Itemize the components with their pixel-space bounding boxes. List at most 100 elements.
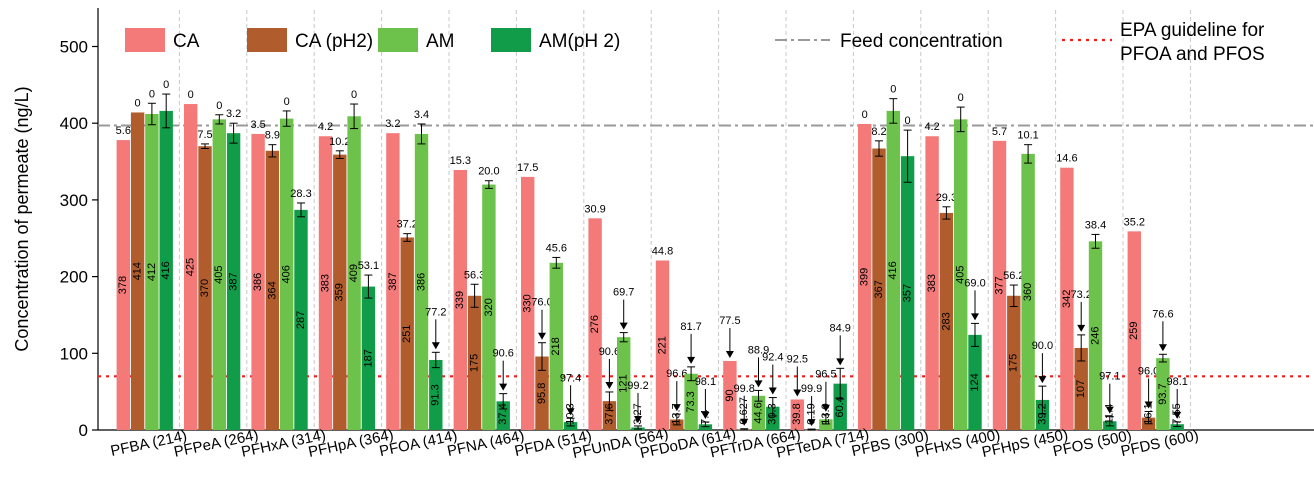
bar [226, 133, 241, 430]
annotation-arrow-head [836, 358, 845, 366]
annotation-arrow-head [1105, 406, 1114, 414]
bar [968, 334, 982, 430]
rejection-annotation: 20.0 [478, 166, 499, 178]
rejection-annotation: 92.4 [762, 352, 783, 364]
bar [723, 360, 737, 430]
bar [751, 395, 766, 430]
bar [602, 401, 617, 430]
annotation-arrow-head [701, 412, 710, 420]
bar [318, 136, 333, 430]
rejection-annotation: 44.8 [652, 245, 673, 257]
legend-swatch [125, 28, 165, 52]
rejection-annotation: 3.2 [385, 118, 400, 130]
bar [333, 154, 347, 430]
bar-value-label: 370 [199, 279, 211, 297]
rejection-annotation: 4.2 [318, 121, 333, 133]
bar [698, 424, 713, 430]
bar [453, 169, 467, 430]
bar [251, 133, 265, 431]
legend-label: CA [173, 31, 200, 52]
bar-value-label: 60.4 [834, 396, 846, 417]
bar-value-label: 175 [469, 354, 481, 372]
bar [992, 140, 1007, 430]
bar [429, 359, 443, 430]
rejection-annotation: 97.4 [560, 372, 581, 384]
annotation-arrow-head [1158, 344, 1167, 352]
rejection-annotation: 0 [149, 88, 155, 100]
rejection-annotation: 77.5 [719, 315, 740, 327]
category-label: PFDS (600) [1119, 427, 1200, 460]
rejection-annotation: 56.3 [464, 269, 485, 281]
bar-value-label: 37.6 [603, 403, 615, 424]
bar-value-label: 283 [940, 312, 952, 330]
bar [1127, 231, 1141, 430]
bar-value-label: 416 [160, 261, 172, 279]
rejection-annotation: 92.5 [787, 353, 808, 365]
bar [790, 399, 804, 430]
bar [766, 406, 780, 430]
y-tick-label: 0 [79, 421, 88, 440]
annotation-arrow-head [793, 389, 802, 397]
rejection-annotation: 0 [890, 84, 896, 96]
bar [1007, 295, 1021, 430]
rejection-annotation: 10.2 [329, 136, 350, 148]
rejection-annotation: 98.1 [695, 376, 716, 388]
annotation-arrow-head [768, 387, 777, 395]
annotation-arrow-head [1173, 411, 1182, 419]
bar [858, 123, 872, 430]
bar-value-label: 93.7 [1157, 383, 1169, 404]
annotation-arrow-head [672, 404, 681, 412]
rejection-annotation: 56.2 [1003, 270, 1024, 282]
bar [116, 140, 130, 430]
bar [1074, 347, 1088, 430]
bar-value-label: 73.3 [685, 391, 697, 412]
bar-value-label: 405 [213, 266, 225, 284]
bar [386, 133, 400, 430]
bar-value-label: 425 [185, 258, 197, 276]
annotation-arrow-head [1038, 376, 1047, 384]
rejection-annotation: 0 [188, 89, 194, 101]
bar-value-label: 383 [926, 274, 938, 292]
bar-value-label: 221 [656, 336, 668, 354]
annotation-arrow-head [754, 380, 763, 388]
bar [347, 116, 361, 430]
bar [886, 110, 900, 430]
bar-value-label: 107 [1075, 380, 1087, 398]
legend-swatch [491, 28, 531, 52]
bar-value-label: 16.1 [1143, 403, 1155, 424]
annotation-arrow-head [687, 356, 696, 364]
bar-value-label: 30.3 [767, 403, 779, 424]
rejection-annotation: 84.9 [829, 322, 850, 334]
annotation-arrow-head [1144, 401, 1153, 409]
bar-value-label: 39.2 [1036, 403, 1048, 424]
rejection-annotation: 0 [163, 79, 169, 91]
bar [265, 150, 280, 430]
rejection-annotation: 0 [135, 97, 141, 109]
bar [294, 209, 308, 430]
bar [1170, 424, 1184, 430]
bar [467, 295, 482, 430]
annotation-arrow-head [1077, 324, 1086, 332]
bar [617, 337, 631, 430]
legend-swatch [378, 28, 418, 52]
bar-value-label: 246 [1089, 326, 1101, 344]
y-tick-label: 100 [60, 344, 88, 363]
bar-value-label: 95.8 [536, 383, 548, 404]
rejection-annotation: 3.5 [250, 119, 265, 131]
rejection-annotation: 96.5 [815, 369, 836, 381]
annotation-arrow-head [431, 342, 440, 350]
rejection-annotation: 77.2 [425, 306, 446, 318]
annotation-arrow-head [807, 419, 816, 427]
rejection-annotation: 45.6 [546, 242, 567, 254]
rejection-annotation: 15.3 [450, 155, 471, 167]
bar-value-label: 276 [589, 315, 601, 333]
rejection-annotation: 73.2 [1070, 289, 1091, 301]
bar [1088, 241, 1103, 430]
rejection-annotation: 29.3 [936, 192, 957, 204]
rejection-annotation: 35.2 [1124, 216, 1145, 228]
y-tick-label: 200 [60, 268, 88, 287]
bar-value-label: 412 [146, 263, 158, 281]
bar [130, 112, 145, 430]
bar [400, 237, 414, 430]
rejection-annotation: 99.2 [627, 380, 648, 392]
